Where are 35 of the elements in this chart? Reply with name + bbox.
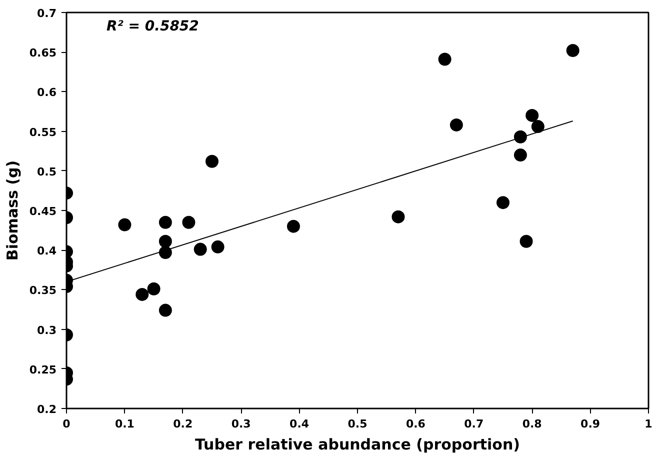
y-tick-label: 0.45: [29, 205, 56, 218]
y-tick-label: 0.35: [29, 284, 56, 298]
x-tick-label: 0: [62, 418, 71, 430]
x-tick-label: 0.4: [290, 418, 310, 430]
x-tick-label: 0.3: [231, 418, 251, 430]
point: [526, 108, 539, 122]
point: [514, 130, 527, 144]
y-tick-label: 0.2: [37, 403, 57, 416]
x-tick-label: 0.5: [348, 418, 368, 430]
y-tick-label: 0.25: [29, 363, 56, 376]
y-tick-label: 0.3: [37, 324, 57, 337]
point: [438, 52, 452, 66]
y-tick-label: 0.6: [37, 86, 57, 100]
point: [450, 118, 463, 132]
point: [496, 196, 510, 210]
point: [520, 234, 533, 248]
x-tick-label: 0.6: [406, 418, 426, 430]
x-tick-label: 0.1: [114, 418, 134, 430]
y-tick-label: 0.7: [37, 7, 57, 20]
x-tick-label: 0.8: [522, 418, 542, 430]
point: [531, 120, 544, 134]
y-tick-label: 0.55: [29, 126, 56, 139]
x-tick-label: 0.9: [580, 418, 600, 430]
annotation: R² = 0.5852: [106, 18, 199, 34]
x-axis-title: Tuber relative abundance (proportion): [194, 436, 520, 454]
y-tick-label: 0.5: [37, 165, 57, 178]
point: [566, 44, 580, 58]
y-axis-title: Biomass (g): [3, 160, 22, 261]
x-tick-label: 0.2: [173, 418, 193, 430]
x-tick-label: 0.7: [464, 418, 484, 430]
y-tick-label: 0.65: [29, 46, 56, 60]
y-tick-label: 0.4: [37, 244, 57, 258]
point: [514, 148, 527, 162]
x-tick-label: 1: [644, 418, 652, 430]
point: [392, 210, 405, 224]
